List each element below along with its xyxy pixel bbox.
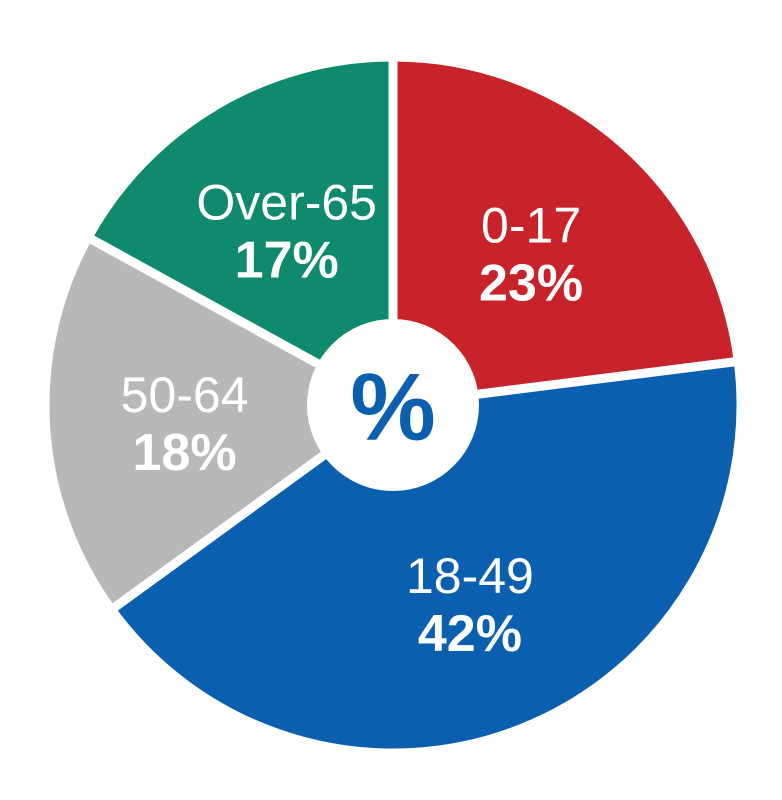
slice-value-label: 42% xyxy=(418,605,522,663)
slice-label: 50-64 xyxy=(121,367,249,423)
pie-slice-0-17 xyxy=(388,52,743,410)
pie-slice-over-65 xyxy=(83,52,398,410)
pie-slice-50-64 xyxy=(40,232,398,615)
center-circle xyxy=(307,319,479,491)
slice-label: 0-17 xyxy=(481,197,581,253)
slice-label: 18-49 xyxy=(406,548,534,604)
percent-symbol-icon: % xyxy=(350,354,435,461)
slice-value-label: 23% xyxy=(479,254,583,312)
pie-slices xyxy=(40,52,746,758)
slice-value-label: 18% xyxy=(133,424,237,482)
slice-label: Over-65 xyxy=(196,174,377,230)
pie-slice-18-49 xyxy=(106,356,746,758)
center-badge: % xyxy=(307,319,479,491)
slice-value-label: 17% xyxy=(235,231,339,289)
